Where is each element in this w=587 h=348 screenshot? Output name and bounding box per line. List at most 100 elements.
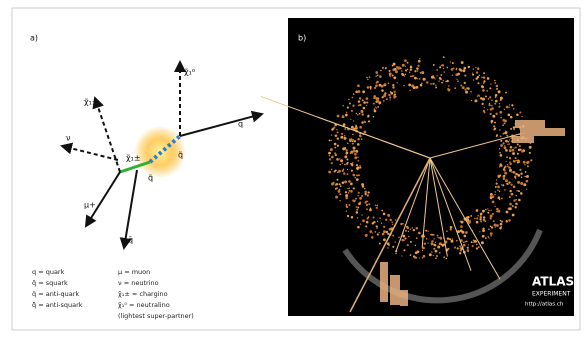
hit xyxy=(410,66,413,69)
hit xyxy=(328,152,331,155)
hit xyxy=(463,241,465,243)
hit xyxy=(342,181,345,184)
hit xyxy=(435,250,438,253)
hit xyxy=(353,120,354,121)
hit xyxy=(364,191,367,194)
hit xyxy=(353,93,355,95)
hit xyxy=(427,230,428,231)
hit xyxy=(352,162,353,163)
hit xyxy=(335,135,337,137)
hit xyxy=(349,103,351,105)
hit xyxy=(460,225,463,228)
hit xyxy=(344,155,347,158)
hit xyxy=(405,230,407,232)
hit xyxy=(366,204,368,206)
hit xyxy=(488,236,489,237)
hit xyxy=(513,160,515,162)
hit xyxy=(523,161,526,164)
hit xyxy=(352,134,353,135)
hit xyxy=(390,99,391,100)
hit xyxy=(334,143,337,146)
hit xyxy=(496,179,497,180)
hit xyxy=(509,162,510,163)
hit xyxy=(517,181,520,184)
hit xyxy=(340,159,343,162)
hit xyxy=(359,104,361,106)
hit xyxy=(395,219,396,220)
hit xyxy=(504,109,505,110)
hit xyxy=(410,229,411,230)
hit xyxy=(344,180,347,183)
hit xyxy=(464,82,466,84)
hit xyxy=(452,62,454,64)
hit xyxy=(383,226,385,228)
hit xyxy=(452,75,453,76)
hit xyxy=(382,96,384,98)
hit xyxy=(329,139,331,141)
hit xyxy=(433,248,435,250)
hit xyxy=(379,243,381,245)
hit xyxy=(368,203,370,205)
hit xyxy=(395,70,398,73)
hit xyxy=(483,216,486,219)
hit xyxy=(495,94,498,97)
hit xyxy=(461,61,464,64)
hit xyxy=(466,216,469,219)
hit xyxy=(509,203,512,206)
hit xyxy=(496,134,498,136)
hit xyxy=(346,210,347,211)
hit xyxy=(348,192,349,193)
hit xyxy=(401,70,403,72)
hit xyxy=(463,244,466,247)
hit xyxy=(344,164,346,166)
hit xyxy=(334,147,336,149)
hit xyxy=(510,167,511,168)
hit xyxy=(391,222,393,224)
hit xyxy=(482,210,485,213)
hit xyxy=(352,105,354,107)
hit xyxy=(379,75,382,78)
hit xyxy=(493,225,494,226)
hit xyxy=(342,105,344,107)
hit xyxy=(335,169,337,171)
hit xyxy=(512,152,515,155)
hit xyxy=(402,235,405,238)
particle-label: q̃ xyxy=(148,174,153,183)
hit xyxy=(464,75,466,77)
hit xyxy=(476,217,478,219)
hit xyxy=(509,207,512,210)
hit xyxy=(440,74,442,76)
hit xyxy=(377,233,379,235)
hit xyxy=(369,209,372,212)
hit xyxy=(529,152,531,154)
hit xyxy=(490,217,492,219)
hit xyxy=(494,226,496,228)
hit xyxy=(392,235,394,237)
particle-label: χ̃₁± xyxy=(126,154,141,163)
hit xyxy=(443,56,445,58)
hit xyxy=(365,225,367,227)
hit xyxy=(359,126,362,129)
hit xyxy=(339,183,341,185)
hit xyxy=(354,200,356,202)
hit xyxy=(530,159,532,161)
hit xyxy=(506,220,508,222)
hit xyxy=(421,71,423,73)
hit xyxy=(347,106,349,108)
hit xyxy=(410,254,412,256)
hit xyxy=(483,72,485,74)
hit xyxy=(342,170,344,172)
hit xyxy=(473,240,474,241)
hit xyxy=(512,205,514,207)
hit xyxy=(410,69,412,71)
hit xyxy=(443,256,445,258)
hit xyxy=(344,128,346,130)
hit xyxy=(509,143,510,144)
hit xyxy=(337,145,339,147)
hit xyxy=(357,217,359,219)
hit xyxy=(506,156,508,158)
hit xyxy=(500,220,502,222)
hit xyxy=(387,247,389,249)
hit xyxy=(475,78,477,80)
hit xyxy=(490,108,492,110)
